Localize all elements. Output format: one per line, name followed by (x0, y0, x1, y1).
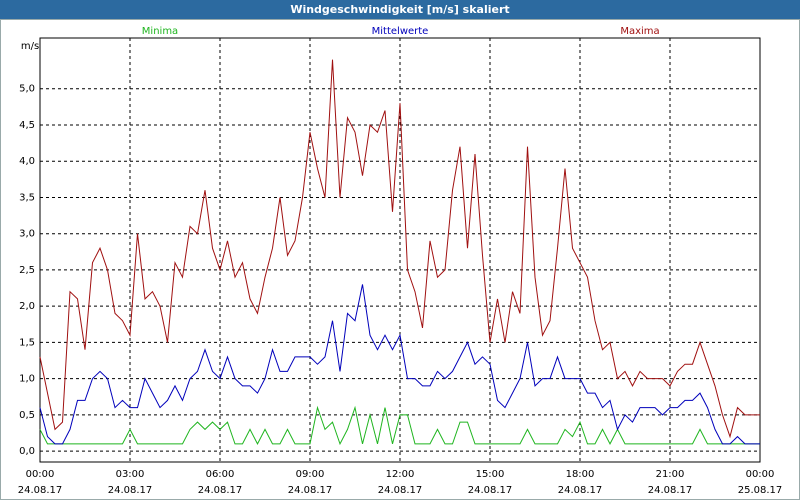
series-line (39, 59, 760, 439)
frame (0, 19, 800, 500)
x-tick-label: 15:00 24.08.17 (467, 469, 513, 496)
legend-label: Minima (142, 26, 178, 37)
x-tick-label: 03:00 24.08.17 (107, 469, 153, 496)
y-tick-label: 4,0 (19, 156, 35, 167)
x-tick-label: 12:00 24.08.17 (377, 469, 423, 496)
y-tick-label: 3,0 (19, 229, 35, 240)
x-tick-label: 06:00 24.08.17 (197, 469, 243, 496)
legend-label: Mittelwerte (372, 26, 429, 37)
y-tick-label: 5,0 (19, 84, 35, 95)
y-tick-label: 3,5 (19, 192, 35, 203)
series-line (39, 405, 760, 446)
x-tick-label: 21:00 24.08.17 (647, 469, 693, 496)
y-tick-label: 1,0 (19, 374, 35, 385)
x-tick-label: 00:00 24.08.17 (17, 469, 63, 496)
x-tick-label: 00:00 25.08.17 (737, 469, 783, 496)
y-tick-label: 2,0 (19, 301, 35, 312)
y-tick-label: 0,5 (19, 410, 35, 421)
x-tick-label: 18:00 24.08.17 (557, 469, 603, 496)
y-tick-label: 2,5 (19, 265, 35, 276)
legend-label: Maxima (620, 26, 659, 37)
chart-title: Windgeschwindigkeit [m/s] skaliert (0, 0, 800, 19)
y-tick-label: 0,0 (19, 446, 35, 457)
y-tick-label: 1,5 (19, 337, 35, 348)
x-tick-label: 09:00 24.08.17 (287, 469, 333, 496)
series-line (39, 284, 760, 445)
y-axis-label: m/s (21, 41, 39, 52)
y-tick-label: 4,5 (19, 120, 35, 131)
